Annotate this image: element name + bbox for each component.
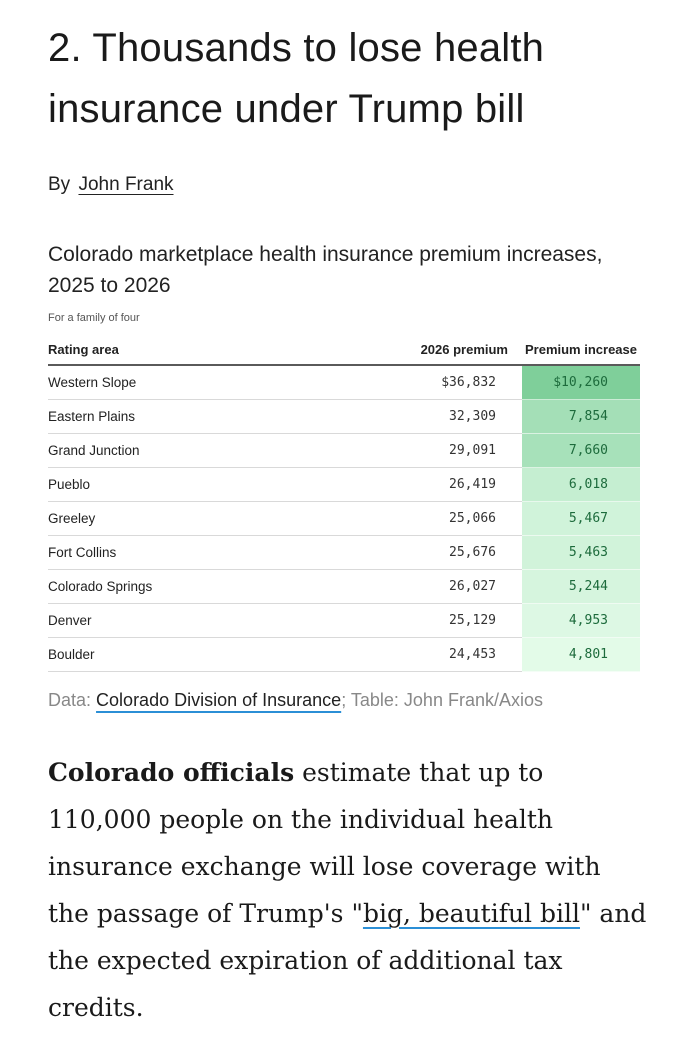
cell-premium-increase: 5,467 xyxy=(522,501,640,536)
table-row: Greeley 25,066 5,467 xyxy=(48,501,640,536)
cell-rating-area: Eastern Plains xyxy=(48,399,368,434)
source-data-label: Data: xyxy=(48,690,92,710)
column-header-2026-premium: 2026 premium xyxy=(368,342,522,366)
cell-premium-increase: 4,953 xyxy=(522,603,640,638)
article-headline: 2. Thousands to lose health insurance un… xyxy=(48,26,545,131)
cell-premium-increase: 7,854 xyxy=(522,399,640,434)
cell-premium-increase: 5,244 xyxy=(522,569,640,604)
author-link[interactable]: John Frank xyxy=(78,174,174,195)
source-line: Data: Colorado Division of Insurance; Ta… xyxy=(48,690,648,711)
table-row: Pueblo 26,419 6,018 xyxy=(48,467,640,502)
cell-2026-premium: 32,309 xyxy=(368,399,522,434)
body-text-1: estimate that up to 110,000 people on th… xyxy=(48,758,601,928)
cell-2026-premium: 29,091 xyxy=(368,433,522,468)
table-row: Fort Collins 25,676 5,463 xyxy=(48,535,640,570)
chart-title: Colorado marketplace health insurance pr… xyxy=(48,243,603,297)
cell-rating-area: Greeley xyxy=(48,501,368,536)
table-row: Eastern Plains 32,309 7,854 xyxy=(48,399,640,434)
table-row: Grand Junction 29,091 7,660 xyxy=(48,433,640,468)
cell-premium-increase: 6,018 xyxy=(522,467,640,502)
table-row: Colorado Springs 26,027 5,244 xyxy=(48,569,640,604)
source-separator: ; xyxy=(341,690,347,710)
cell-2026-premium: $36,832 xyxy=(368,365,522,400)
cell-premium-increase: 5,463 xyxy=(522,535,640,570)
cell-premium-increase: 7,660 xyxy=(522,433,640,468)
cell-rating-area: Grand Junction xyxy=(48,433,368,468)
chart-subtitle: For a family of four xyxy=(48,312,140,324)
cell-premium-increase: $10,260 xyxy=(522,365,640,400)
source-table-credit: Table: John Frank/Axios xyxy=(350,690,543,710)
byline-prefix: By xyxy=(48,174,71,195)
body-lead: Colorado officials xyxy=(48,758,295,787)
cell-rating-area: Denver xyxy=(48,603,368,638)
column-header-rating-area: Rating area xyxy=(48,342,368,366)
table-header-row: Rating area 2026 premium Premium increas… xyxy=(48,342,640,366)
cell-2026-premium: 26,027 xyxy=(368,569,522,604)
cell-2026-premium: 24,453 xyxy=(368,637,522,672)
premium-table: Rating area 2026 premium Premium increas… xyxy=(48,342,640,672)
cell-rating-area: Fort Collins xyxy=(48,535,368,570)
cell-2026-premium: 25,129 xyxy=(368,603,522,638)
byline: By John Frank xyxy=(48,173,648,197)
big-beautiful-bill-link[interactable]: big, beautiful bill xyxy=(362,899,580,928)
cell-rating-area: Boulder xyxy=(48,637,368,672)
cell-2026-premium: 25,676 xyxy=(368,535,522,570)
cell-2026-premium: 25,066 xyxy=(368,501,522,536)
article: 2. Thousands to lose health insurance un… xyxy=(48,0,648,1056)
table-row: Western Slope $36,832 $10,260 xyxy=(48,365,640,400)
source-data-link[interactable]: Colorado Division of Insurance xyxy=(96,690,342,710)
cell-2026-premium: 26,419 xyxy=(368,467,522,502)
body-paragraph: Colorado officials estimate that up to 1… xyxy=(48,749,648,1031)
table-body: Western Slope $36,832 $10,260 Eastern Plain… xyxy=(48,365,640,672)
table-row: Boulder 24,453 4,801 xyxy=(48,637,640,672)
cell-rating-area: Colorado Springs xyxy=(48,569,368,604)
body-text-2: " and the expected expiration of additio… xyxy=(48,899,647,1022)
table-row: Denver 25,129 4,953 xyxy=(48,603,640,638)
cell-premium-increase: 4,801 xyxy=(522,637,640,672)
column-header-premium-increase: Premium increase xyxy=(522,342,640,366)
cell-rating-area: Pueblo xyxy=(48,467,368,502)
cell-rating-area: Western Slope xyxy=(48,365,368,400)
